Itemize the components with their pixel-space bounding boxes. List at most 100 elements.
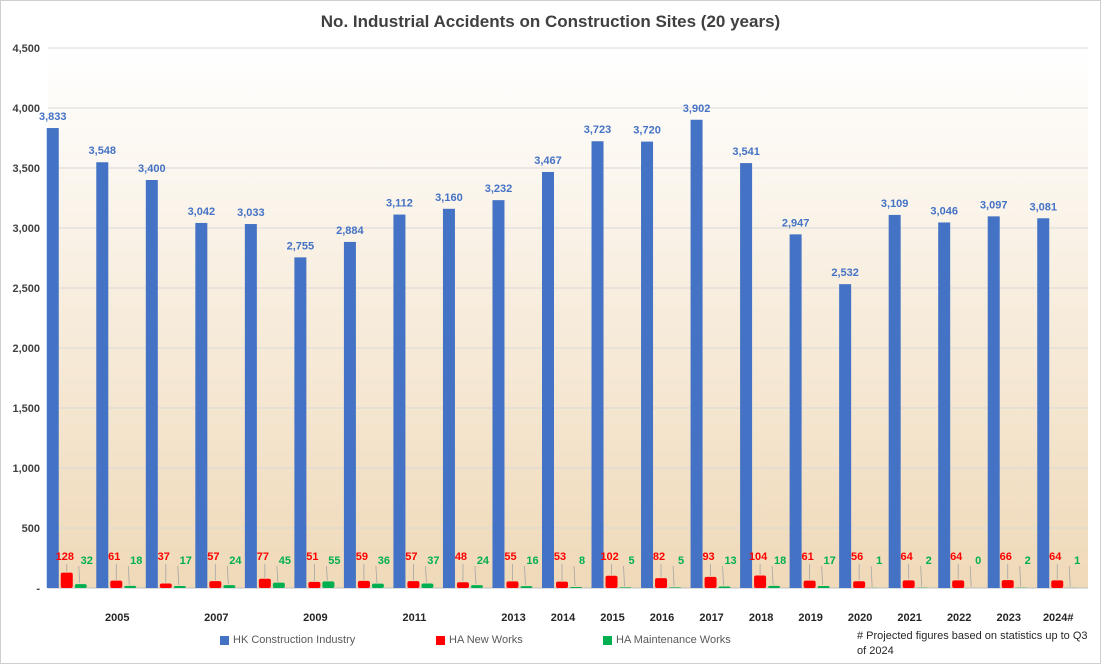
y-tick-label: 2,500 [12, 283, 40, 295]
x-tick-label: 2016 [650, 612, 674, 624]
data-label-hk-construction: 3,160 [435, 192, 463, 204]
legend-item-ha-maintenance-works: HA Maintenance Works [603, 634, 731, 646]
bar-ha-new-works [258, 578, 271, 588]
bar-ha-new-works [556, 581, 568, 588]
bar-ha-maintenance-works [619, 587, 632, 588]
data-label-ha-new-works: 53 [554, 551, 566, 563]
data-label-ha-maintenance-works: 17 [823, 555, 835, 567]
data-label-hk-construction: 3,042 [188, 206, 216, 218]
data-label-hk-construction: 3,467 [534, 155, 562, 167]
bar-ha-new-works [506, 581, 519, 588]
data-label-hk-construction: 3,033 [237, 207, 265, 219]
y-tick-label: 1,500 [12, 403, 40, 415]
x-tick-label: 2014 [551, 612, 576, 624]
x-tick-label: 2007 [204, 612, 228, 624]
bar-hk-construction [641, 141, 654, 588]
y-tick-label: 1,000 [12, 463, 40, 475]
x-tick-label: 2018 [749, 612, 773, 624]
data-label-ha-new-works: 55 [504, 551, 516, 563]
data-label-ha-maintenance-works: 1 [1074, 555, 1080, 567]
chart-title: No. Industrial Accidents on Construction… [320, 12, 781, 31]
data-label-ha-maintenance-works: 32 [81, 555, 93, 567]
data-label-ha-maintenance-works: 55 [328, 555, 340, 567]
leader-line [226, 565, 229, 585]
y-axis-ticks: - 500 1,000 1,500 2,000 2,500 3,000 3,500 4,000 4… [12, 43, 40, 595]
leader-line [78, 565, 81, 584]
bar-ha-new-works [60, 572, 73, 588]
data-label-ha-new-works: 82 [653, 551, 665, 563]
plot-area [48, 48, 1088, 588]
legend-swatch-ha-maintenance-works [603, 635, 612, 645]
data-label-ha-maintenance-works: 13 [724, 555, 736, 567]
data-label-ha-maintenance-works: 5 [628, 555, 634, 567]
data-label-hk-construction: 3,081 [1029, 201, 1057, 213]
legend-item-ha-new-works: HA New Works [436, 634, 523, 646]
leader-line [870, 565, 873, 587]
bar-ha-new-works [704, 576, 717, 588]
bar-ha-new-works [357, 580, 370, 588]
x-tick-label: 2009 [303, 612, 327, 624]
bar-hk-construction [888, 214, 901, 589]
leader-line [821, 565, 824, 585]
data-label-ha-maintenance-works: 2 [1025, 555, 1031, 567]
data-label-ha-new-works: 64 [1049, 551, 1062, 563]
bar-ha-new-works [952, 580, 965, 588]
bar-hk-construction [987, 216, 1000, 589]
bar-ha-maintenance-works [421, 583, 434, 588]
y-tick-label: - [36, 583, 40, 595]
data-label-hk-construction: 3,109 [881, 198, 909, 210]
data-label-hk-construction: 3,097 [980, 199, 1008, 211]
data-label-hk-construction: 2,755 [287, 240, 315, 252]
bar-ha-new-works [803, 580, 816, 588]
bar-hk-construction [96, 162, 109, 589]
y-tick-label: 3,000 [12, 223, 40, 235]
bar-hk-construction [145, 180, 158, 588]
legend-swatch-ha-new-works [436, 635, 445, 645]
bar-ha-maintenance-works [570, 587, 582, 588]
bar-ha-maintenance-works [768, 585, 781, 588]
bar-ha-maintenance-works [272, 582, 285, 588]
data-label-ha-new-works: 93 [702, 551, 714, 563]
data-label-ha-maintenance-works: 16 [526, 555, 538, 567]
x-tick-label: 2015 [600, 612, 624, 624]
data-label-hk-construction: 3,046 [930, 205, 958, 217]
data-label-hk-construction: 3,541 [732, 146, 760, 158]
bar-hk-construction [542, 171, 554, 588]
bar-ha-new-works [159, 583, 172, 588]
data-label-hk-construction: 2,532 [831, 267, 859, 279]
leader-line [425, 565, 427, 583]
leader-line [524, 565, 526, 586]
bar-ha-new-works [1001, 580, 1014, 588]
bar-ha-new-works [605, 575, 618, 588]
bar-ha-new-works [902, 580, 915, 588]
data-label-ha-new-works: 57 [207, 551, 219, 563]
data-label-hk-construction: 3,833 [39, 111, 67, 123]
bar-hk-construction [492, 200, 505, 588]
leader-line [573, 565, 576, 587]
bar-hk-construction [343, 241, 356, 589]
bar-ha-new-works [110, 580, 123, 588]
data-label-ha-maintenance-works: 1 [876, 555, 882, 567]
leader-line [127, 565, 130, 585]
x-tick-label: 2024# [1043, 612, 1074, 624]
data-label-ha-new-works: 57 [405, 551, 417, 563]
data-label-ha-new-works: 56 [851, 551, 863, 563]
bar-ha-maintenance-works [817, 585, 830, 588]
data-label-ha-maintenance-works: 8 [579, 555, 585, 567]
data-label-ha-maintenance-works: 37 [427, 555, 439, 567]
leader-line [1019, 565, 1022, 587]
data-label-hk-construction: 2,884 [336, 225, 364, 237]
leader-line [623, 565, 625, 587]
leader-line [722, 565, 724, 586]
leader-line [375, 565, 378, 583]
x-tick-label: 2017 [699, 612, 723, 624]
leader-line [276, 565, 279, 582]
data-label-ha-maintenance-works: 24 [229, 555, 242, 567]
bar-ha-new-works [209, 581, 222, 588]
data-label-hk-construction: 3,720 [633, 125, 661, 137]
bar-ha-new-works [853, 581, 866, 588]
data-label-ha-new-works: 104 [749, 551, 768, 563]
bar-ha-maintenance-works [173, 585, 186, 588]
y-tick-label: 4,000 [12, 103, 40, 115]
bar-ha-maintenance-works [520, 586, 533, 588]
